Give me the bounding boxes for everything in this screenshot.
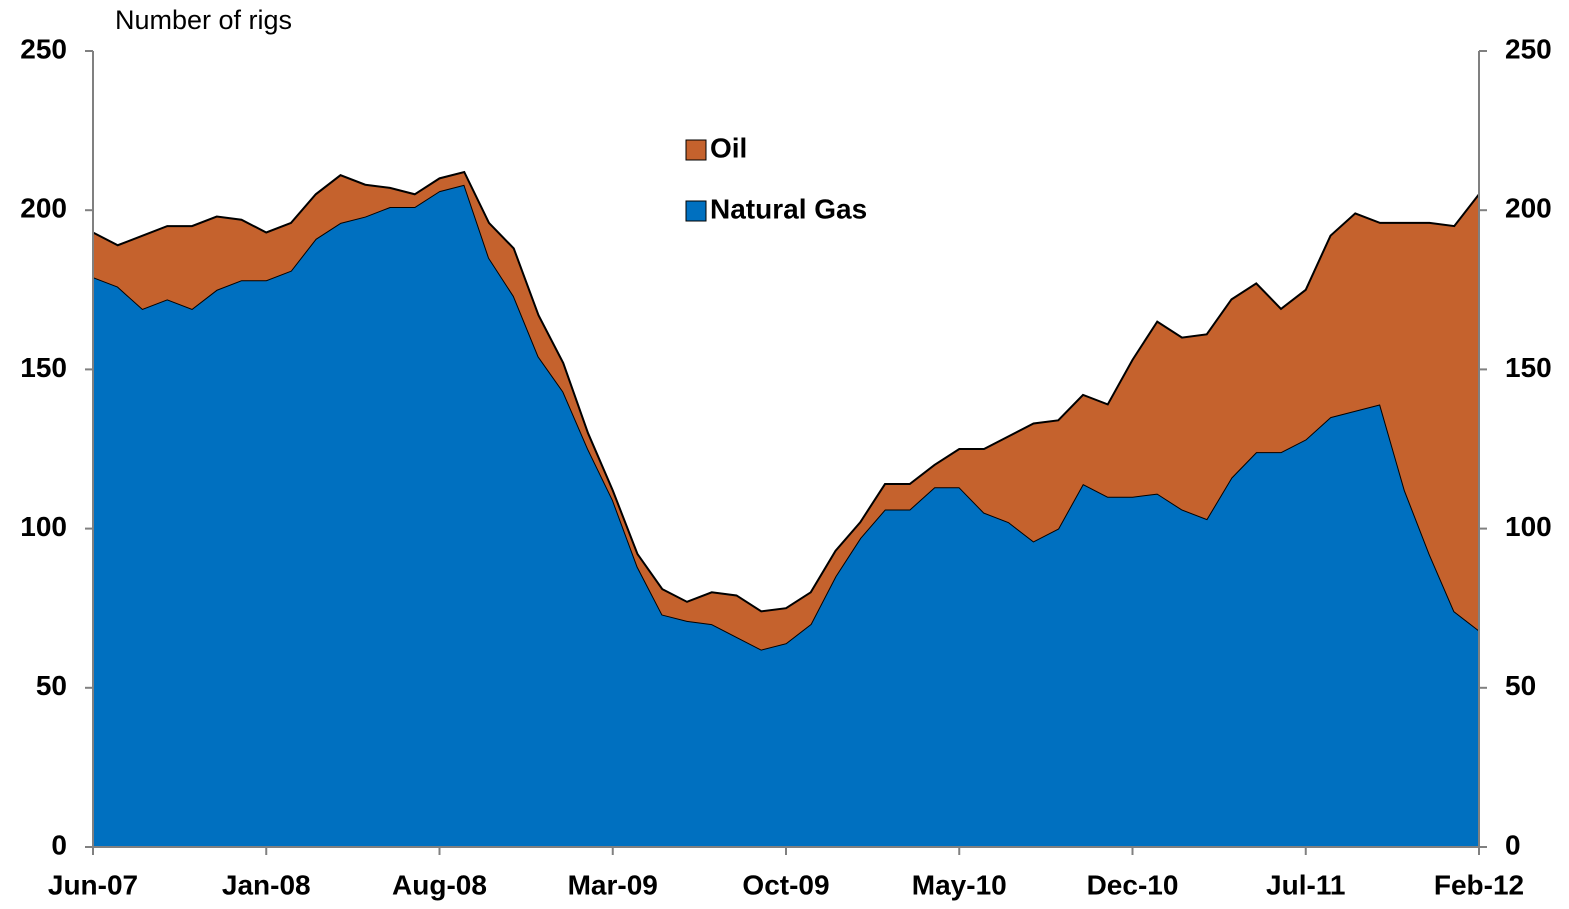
- y-tick-label: 50: [36, 670, 67, 701]
- y-tick-label: 250: [20, 33, 67, 64]
- x-tick-label: Feb-12: [1434, 869, 1524, 900]
- y2-tick-label: 150: [1505, 352, 1552, 383]
- y2-tick-label: 50: [1505, 670, 1536, 701]
- x-tick-label: May-10: [912, 869, 1007, 900]
- x-tick-label: Oct-09: [742, 869, 829, 900]
- x-tick-label: Dec-10: [1087, 869, 1179, 900]
- x-tick-label: Aug-08: [392, 869, 487, 900]
- legend-label: Natural Gas: [710, 193, 867, 224]
- legend-swatch: [685, 200, 707, 222]
- x-tick-label: Jun-07: [48, 869, 138, 900]
- area: [93, 184, 1479, 847]
- y-tick-label: 0: [51, 829, 67, 860]
- area-edge: [92, 170, 1480, 613]
- x-tick-label: Mar-09: [568, 869, 658, 900]
- y2-tick-label: 0: [1505, 829, 1521, 860]
- y-tick-label: 200: [20, 193, 67, 224]
- y-tick-label: 150: [20, 352, 67, 383]
- y2-tick-label: 250: [1505, 33, 1552, 64]
- y2-tick-label: 100: [1505, 511, 1552, 542]
- y2-tick-label: 200: [1505, 193, 1552, 224]
- legend-label: Oil: [710, 132, 747, 163]
- area: [93, 171, 1479, 650]
- x-tick-label: Jul-11: [1266, 869, 1345, 900]
- legend-swatch: [685, 139, 707, 161]
- x-tick-label: Jan-08: [222, 869, 311, 900]
- y-tick-label: 100: [20, 511, 67, 542]
- y-axis-title: Number of rigs: [115, 5, 292, 35]
